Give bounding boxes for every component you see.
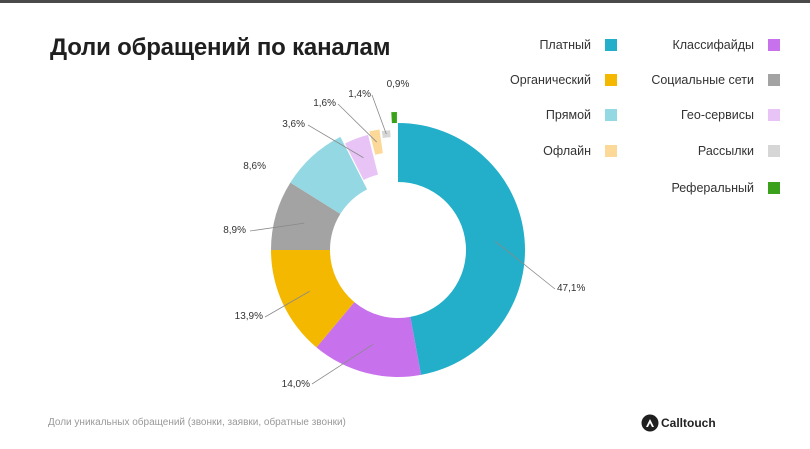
data-label-offline: 1,6% <box>313 98 336 109</box>
leader-line-organic <box>264 290 310 318</box>
data-label-paid: 47,1% <box>557 283 585 294</box>
legend-item-organic: Органический <box>417 73 617 87</box>
data-label-mailing: 1,4% <box>348 89 371 100</box>
chart-title: Доли обращений по каналам <box>50 34 391 61</box>
slice-direct <box>290 136 368 214</box>
data-label-referral: 0,9% <box>387 79 410 90</box>
slice-social <box>271 182 341 250</box>
legend-item-social: Социальные сети <box>580 73 780 87</box>
footnote: Доли уникальных обращений (звонки, заявк… <box>48 417 346 428</box>
legend-label: Реферальный <box>671 181 754 195</box>
slice-referral <box>391 112 397 124</box>
legend-swatch <box>768 109 780 121</box>
data-label-social: 8,9% <box>223 225 246 236</box>
leader-line-paid <box>494 240 556 290</box>
legend-item-geo: Гео-сервисы <box>580 108 780 122</box>
brand-name: Calltouch <box>661 416 716 430</box>
legend-label: Органический <box>510 73 591 87</box>
legend-swatch <box>768 39 780 51</box>
legend-label: Классифайды <box>672 38 754 52</box>
leader-line-offline <box>337 103 377 143</box>
slice-mailing <box>381 130 391 139</box>
leader-line-social <box>249 222 305 232</box>
data-label-classifieds: 14,0% <box>282 379 310 390</box>
legend-swatch <box>768 182 780 194</box>
legend-item-direct: Прямой <box>417 108 617 122</box>
legend-label: Рассылки <box>697 144 754 158</box>
legend-label: Социальные сети <box>651 73 754 87</box>
leader-line-mailing <box>371 94 387 135</box>
calltouch-logo-icon <box>641 414 659 432</box>
leader-line-geo <box>307 124 364 159</box>
legend-item-offline: Офлайн <box>417 144 617 158</box>
legend-item-referral: Реферальный <box>580 181 780 195</box>
legend-item-paid: Платный <box>417 38 617 52</box>
slice-classifieds <box>316 302 422 377</box>
legend-label: Гео-сервисы <box>680 108 754 122</box>
legend-label: Прямой <box>545 108 591 122</box>
slice-organic <box>271 250 355 348</box>
legend-swatch <box>605 74 617 86</box>
legend-swatch <box>768 145 780 157</box>
legend-item-mailing: Рассылки <box>580 144 780 158</box>
legend-swatch <box>605 145 617 157</box>
data-label-geo: 3,6% <box>282 119 305 130</box>
legend-label: Платный <box>539 38 591 52</box>
legend-swatch <box>605 109 617 121</box>
slice-geo <box>345 134 378 181</box>
slice-paid <box>398 123 525 375</box>
legend-item-classifieds: Классифайды <box>580 38 780 52</box>
data-label-direct: 8,6% <box>243 161 266 172</box>
legend-label: Офлайн <box>543 144 591 158</box>
data-label-organic: 13,9% <box>235 311 263 322</box>
legend-swatch <box>605 39 617 51</box>
legend-swatch <box>768 74 780 86</box>
leader-line-classifieds <box>311 343 374 385</box>
top-bar <box>0 0 810 3</box>
